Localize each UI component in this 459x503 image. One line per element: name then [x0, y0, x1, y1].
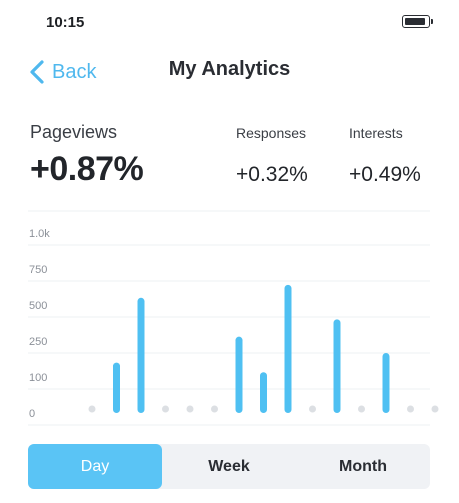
back-label: Back	[52, 60, 97, 83]
page-title-text: My Analytics	[168, 58, 291, 80]
chart-empty-dot	[358, 405, 365, 413]
battery-icon	[402, 15, 430, 28]
chart-empty-dot	[162, 405, 169, 413]
tab-month[interactable]: Month	[339, 457, 387, 475]
chart-bar	[260, 372, 267, 413]
y-tick-label: 0	[29, 408, 35, 420]
chart-empty-dot	[407, 405, 414, 413]
y-tick-label: 1.0k	[29, 228, 50, 240]
pageviews-label: Pageviews	[30, 122, 118, 142]
chart-canvas: 0 100 250 500 750 1.0k	[28, 210, 439, 426]
y-tick-label: 500	[29, 300, 47, 312]
chart-bar	[382, 353, 390, 413]
interests-value: +0.49%	[349, 163, 421, 186]
battery-cap	[431, 19, 433, 24]
status-time: 10:15	[46, 14, 85, 31]
tab-day[interactable]: Day	[28, 444, 162, 489]
chart-empty-dot	[88, 405, 96, 413]
chevron-left-icon	[30, 60, 44, 84]
chart-bar	[137, 297, 145, 413]
pageviews-chart: 0 100 250 500 750 1.0k	[0, 205, 459, 435]
status-bar: 10:15	[0, 0, 459, 44]
chart-bar	[284, 284, 292, 413]
nav-bar: My Analytics Back	[0, 50, 459, 94]
back-button[interactable]: Back	[28, 58, 96, 86]
chart-empty-dot	[309, 405, 316, 413]
chart-bar	[235, 336, 243, 413]
chart-empty-dot	[431, 405, 439, 413]
responses-value: +0.32%	[236, 163, 308, 186]
chart-empty-dot	[211, 405, 218, 413]
y-tick-label: 100	[29, 372, 47, 384]
chart-bar	[113, 362, 120, 413]
y-tick-label: 250	[29, 336, 47, 348]
chart-bar	[333, 319, 341, 413]
chart-empty-dot	[186, 405, 194, 413]
period-selector: Day Week Month	[28, 444, 430, 489]
y-tick-label: 750	[29, 264, 47, 276]
battery-fill	[404, 17, 425, 25]
interests-label: Interests	[349, 125, 403, 141]
responses-label: Responses	[236, 125, 307, 141]
metrics-panel: Pageviews +0.87% Responses +0.32% Intere…	[0, 118, 459, 198]
pageviews-value: +0.87%	[30, 150, 144, 188]
page-title: My Analytics	[0, 58, 459, 81]
tab-week[interactable]: Week	[208, 457, 250, 475]
